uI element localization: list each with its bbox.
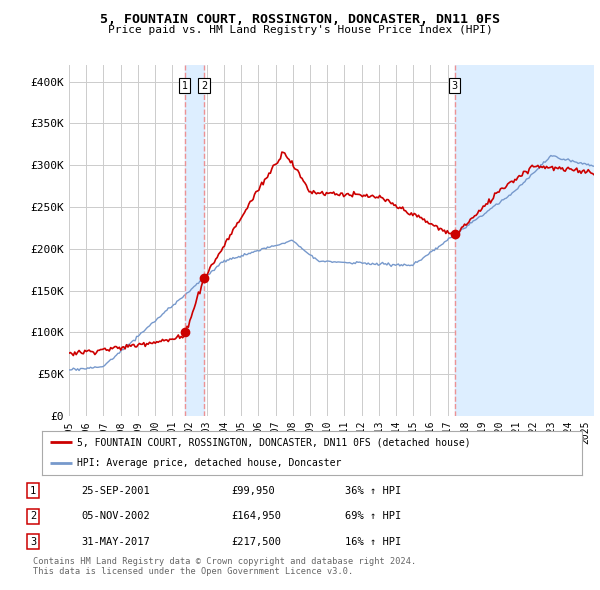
Text: £164,950: £164,950 [231,512,281,521]
Text: This data is licensed under the Open Government Licence v3.0.: This data is licensed under the Open Gov… [33,568,353,576]
Text: 69% ↑ HPI: 69% ↑ HPI [345,512,401,521]
Bar [185,65,204,416]
Text: £217,500: £217,500 [231,537,281,546]
Text: 31-MAY-2017: 31-MAY-2017 [81,537,150,546]
Text: 36% ↑ HPI: 36% ↑ HPI [345,486,401,496]
Text: 3: 3 [452,81,458,91]
Text: 5, FOUNTAIN COURT, ROSSINGTON, DONCASTER, DN11 0FS (detached house): 5, FOUNTAIN COURT, ROSSINGTON, DONCASTER… [77,437,471,447]
Text: £99,950: £99,950 [231,486,275,496]
Text: 16% ↑ HPI: 16% ↑ HPI [345,537,401,546]
Text: 2: 2 [30,512,36,521]
Text: Price paid vs. HM Land Registry's House Price Index (HPI): Price paid vs. HM Land Registry's House … [107,25,493,35]
Text: 25-SEP-2001: 25-SEP-2001 [81,486,150,496]
Text: 2: 2 [201,81,207,91]
Text: HPI: Average price, detached house, Doncaster: HPI: Average price, detached house, Donc… [77,458,341,468]
Text: Contains HM Land Registry data © Crown copyright and database right 2024.: Contains HM Land Registry data © Crown c… [33,558,416,566]
Text: 05-NOV-2002: 05-NOV-2002 [81,512,150,521]
Text: 1: 1 [30,486,36,496]
Bar [455,65,594,416]
Text: 3: 3 [30,537,36,546]
Text: 1: 1 [182,81,188,91]
Text: 5, FOUNTAIN COURT, ROSSINGTON, DONCASTER, DN11 0FS: 5, FOUNTAIN COURT, ROSSINGTON, DONCASTER… [100,13,500,26]
